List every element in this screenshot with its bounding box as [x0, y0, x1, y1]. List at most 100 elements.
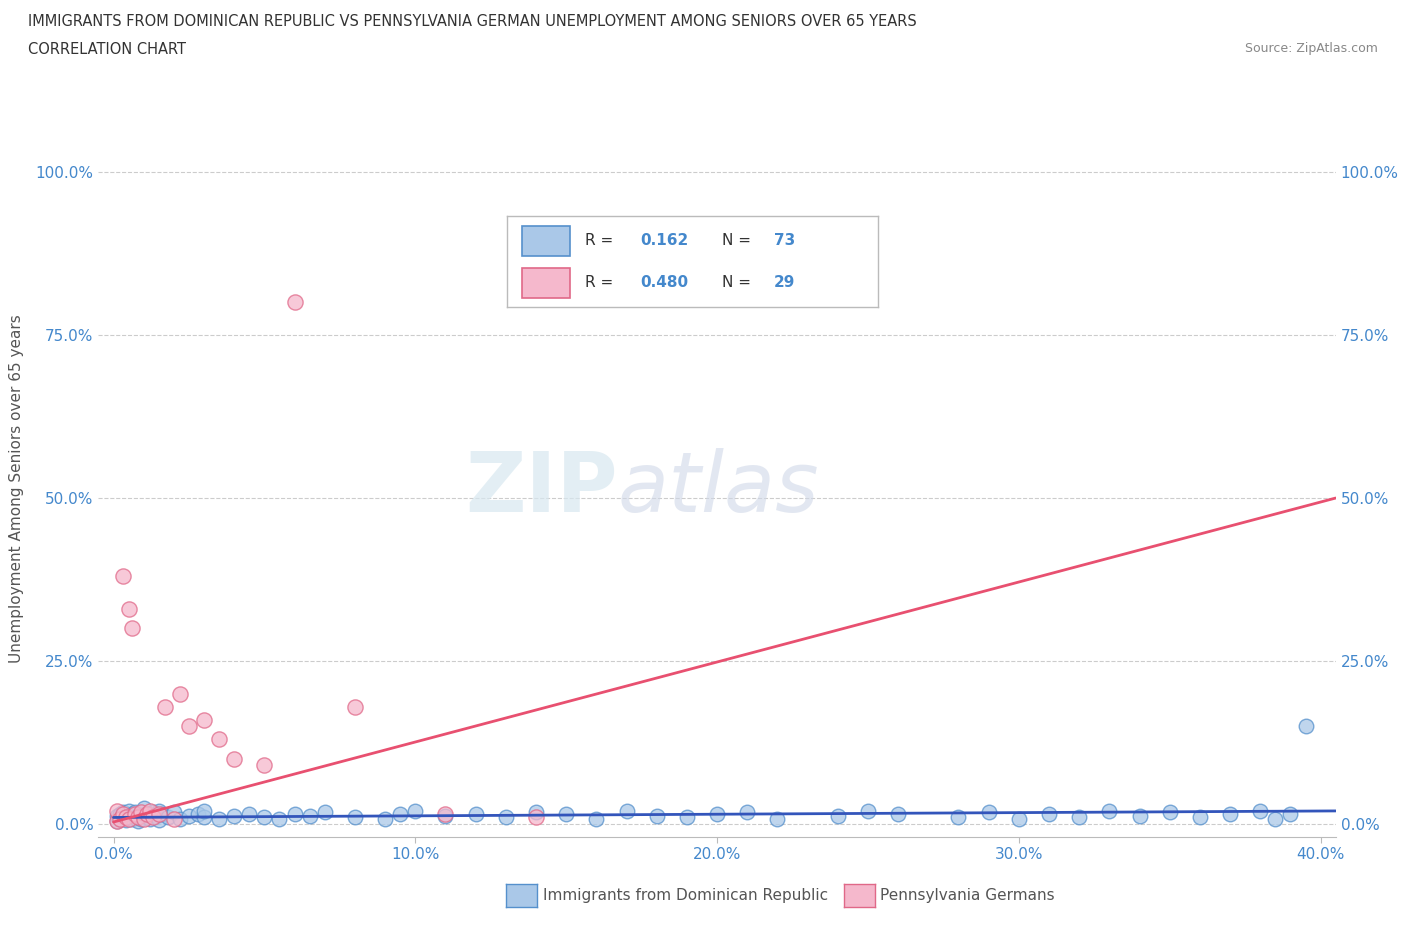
Point — [124, 806, 146, 821]
Point — [524, 804, 547, 819]
Bar — [522, 268, 569, 298]
Text: Immigrants from Dominican Republic: Immigrants from Dominican Republic — [543, 888, 828, 903]
Point — [163, 804, 186, 819]
Point — [404, 804, 426, 818]
Point — [1069, 810, 1091, 825]
Point — [208, 811, 231, 826]
Point — [156, 810, 179, 825]
Point — [177, 719, 200, 734]
Point — [193, 810, 215, 825]
Point — [153, 699, 176, 714]
Point — [977, 804, 1000, 819]
Bar — [522, 226, 569, 256]
Point — [142, 804, 165, 819]
Point — [1188, 810, 1211, 825]
Point — [135, 806, 157, 821]
Point — [111, 804, 134, 819]
Point — [887, 806, 910, 821]
Point — [132, 800, 155, 815]
Point — [114, 813, 136, 828]
Point — [208, 732, 231, 747]
Point — [135, 810, 157, 825]
Point — [495, 810, 517, 825]
Point — [434, 806, 457, 821]
Point — [117, 602, 139, 617]
Point — [117, 809, 139, 824]
Point — [269, 811, 291, 826]
Text: 0.162: 0.162 — [640, 233, 689, 248]
Text: N =: N = — [723, 275, 756, 290]
Point — [1249, 804, 1271, 818]
Point — [117, 811, 139, 826]
Text: R =: R = — [585, 233, 617, 248]
Point — [434, 809, 457, 824]
Point — [343, 810, 366, 825]
Point — [129, 804, 152, 819]
Point — [284, 806, 307, 821]
Text: R =: R = — [585, 275, 617, 290]
Point — [163, 811, 186, 826]
Point — [224, 809, 246, 824]
Point — [121, 811, 143, 826]
Point — [105, 809, 128, 824]
Point — [105, 813, 128, 828]
Point — [193, 712, 215, 727]
Point — [1008, 811, 1031, 826]
Point — [114, 810, 136, 825]
Point — [464, 806, 486, 821]
Point — [735, 804, 758, 819]
Text: ZIP: ZIP — [465, 447, 619, 529]
Text: N =: N = — [723, 233, 756, 248]
Point — [314, 804, 336, 819]
Point — [105, 813, 128, 828]
Point — [1128, 809, 1150, 824]
Point — [555, 806, 578, 821]
Point — [1159, 804, 1181, 819]
Point — [142, 810, 165, 825]
Point — [177, 809, 200, 824]
Point — [706, 806, 728, 821]
Point — [111, 806, 134, 821]
Point — [1219, 806, 1241, 821]
Text: 29: 29 — [773, 275, 796, 290]
Point — [169, 811, 191, 826]
Point — [856, 804, 879, 818]
Point — [298, 809, 321, 824]
Text: Pennsylvania Germans: Pennsylvania Germans — [880, 888, 1054, 903]
Point — [193, 804, 215, 818]
Point — [121, 806, 143, 821]
Text: 73: 73 — [773, 233, 796, 248]
Point — [1264, 811, 1286, 826]
Point — [389, 806, 412, 821]
Point — [148, 806, 170, 821]
Point — [111, 569, 134, 584]
Point — [253, 810, 276, 825]
Point — [121, 621, 143, 636]
Point — [124, 810, 146, 825]
Text: IMMIGRANTS FROM DOMINICAN REPUBLIC VS PENNSYLVANIA GERMAN UNEMPLOYMENT AMONG SEN: IMMIGRANTS FROM DOMINICAN REPUBLIC VS PE… — [28, 14, 917, 29]
Point — [148, 804, 170, 818]
Text: atlas: atlas — [619, 447, 820, 529]
Point — [645, 809, 668, 824]
Text: 0.480: 0.480 — [640, 275, 689, 290]
Y-axis label: Unemployment Among Seniors over 65 years: Unemployment Among Seniors over 65 years — [10, 314, 24, 662]
Point — [238, 806, 260, 821]
Point — [1098, 804, 1121, 818]
Point — [676, 810, 699, 825]
Point — [138, 811, 160, 826]
Point — [224, 751, 246, 766]
Point — [127, 810, 149, 825]
Point — [1038, 806, 1060, 821]
Point — [108, 811, 131, 826]
Point — [127, 813, 149, 828]
Point — [129, 811, 152, 826]
Point — [138, 804, 160, 818]
Point — [145, 809, 167, 824]
Point — [148, 813, 170, 828]
Point — [117, 804, 139, 818]
Text: Source: ZipAtlas.com: Source: ZipAtlas.com — [1244, 42, 1378, 55]
Point — [374, 811, 396, 826]
Point — [150, 806, 173, 821]
Point — [616, 804, 638, 818]
Point — [124, 804, 146, 819]
